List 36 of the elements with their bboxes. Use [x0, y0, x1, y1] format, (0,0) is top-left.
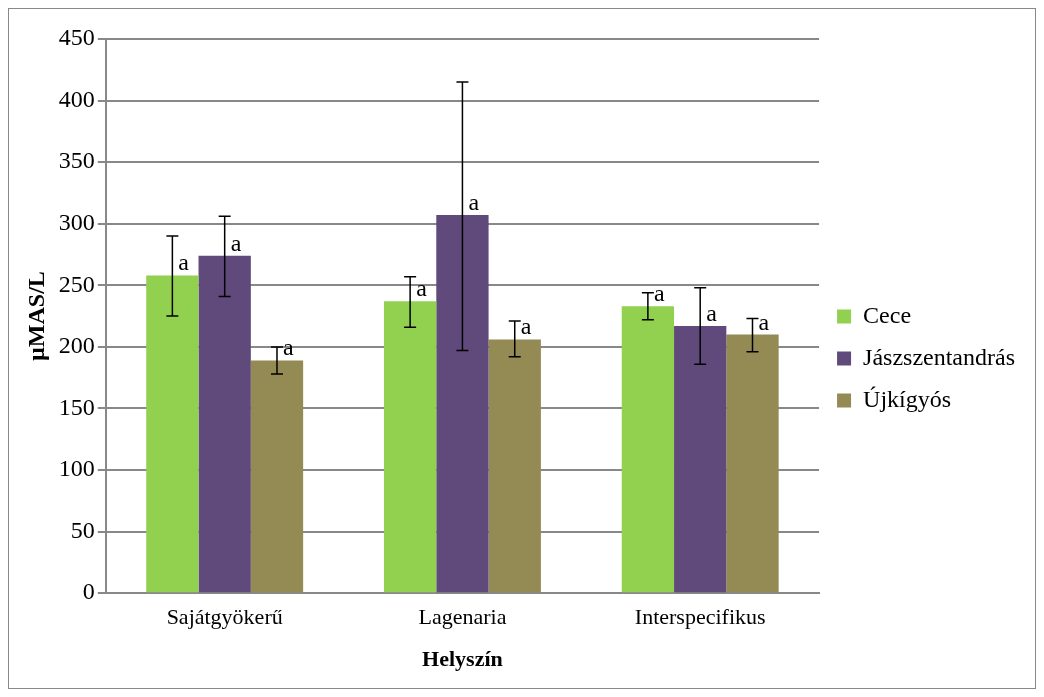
bar — [674, 325, 727, 593]
bar — [436, 215, 489, 593]
y-tick-label: 300 — [58, 209, 95, 236]
x-tick-label: Sajátgyökerű — [166, 604, 283, 630]
bar — [488, 339, 541, 593]
y-tick-label: 350 — [58, 147, 95, 174]
bar — [383, 301, 437, 593]
legend-label: Cece — [863, 301, 912, 328]
bar — [146, 275, 199, 593]
y-tick-label: 0 — [82, 578, 95, 605]
y-axis-title: µMAS/L — [22, 271, 49, 362]
y-tick-label: 100 — [58, 455, 95, 482]
y-tick-label: 450 — [58, 24, 95, 51]
x-tick-label: Interspecifikus — [634, 604, 766, 630]
y-tick-label: 150 — [58, 393, 95, 420]
y-tick-label: 400 — [58, 85, 95, 112]
data-label: a — [416, 275, 428, 302]
bar — [621, 306, 675, 593]
x-axis-title: Helyszín — [422, 646, 503, 672]
data-label: a — [653, 280, 665, 307]
data-label: a — [230, 229, 242, 256]
data-label: a — [178, 249, 190, 276]
data-label: a — [706, 299, 718, 326]
bar — [726, 334, 779, 593]
legend-label: Jászszentandrás — [863, 343, 1015, 370]
data-label: a — [282, 334, 294, 361]
y-tick-label: 250 — [58, 270, 95, 297]
data-label: a — [758, 308, 770, 335]
data-label: a — [468, 189, 480, 216]
x-tick-label: Lagenaria — [418, 604, 507, 630]
y-tick-label: 200 — [58, 332, 95, 359]
legend-label: Újkígyós — [863, 385, 952, 412]
bar — [198, 255, 251, 593]
data-label: a — [520, 313, 532, 340]
bar — [250, 360, 304, 593]
y-tick-label: 50 — [70, 516, 95, 543]
